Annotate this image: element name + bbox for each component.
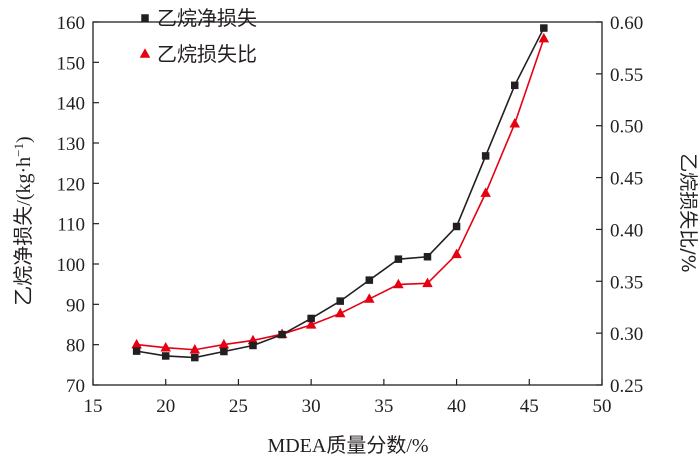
data-point xyxy=(132,347,141,355)
data-point xyxy=(423,252,432,261)
y-tick-label: 140 xyxy=(57,94,86,115)
data-point xyxy=(336,297,344,305)
y2-tick-label: 0.55 xyxy=(610,65,643,86)
legend-label: 乙烷损失比 xyxy=(157,42,257,66)
y-axis-title-close: ) xyxy=(13,136,35,143)
data-point xyxy=(131,338,142,349)
x-tick-label: 15 xyxy=(84,396,103,417)
axes xyxy=(92,21,603,386)
data-point xyxy=(364,293,375,303)
y-axis-title-main: 乙烷净损失/(kg·h xyxy=(12,157,35,306)
data-point xyxy=(160,341,171,352)
data-point xyxy=(334,307,346,318)
y-tick-label: 90 xyxy=(66,295,85,316)
x-axis-title: MDEA质量分数/% xyxy=(267,434,428,457)
legend-label: 乙烷净损失 xyxy=(157,6,257,30)
data-point xyxy=(540,24,548,32)
data-point xyxy=(191,353,199,362)
data-point xyxy=(480,187,491,197)
y-tick-label: 110 xyxy=(57,215,85,236)
y2-axis-title: 乙烷损失比/% xyxy=(677,153,699,272)
y2-tick-label: 0.30 xyxy=(610,324,643,345)
plot-frame xyxy=(92,21,603,386)
y2-tick-label: 0.35 xyxy=(610,272,643,293)
legend-marker xyxy=(141,14,149,22)
legend-item: 乙烷损失比 xyxy=(139,42,257,66)
y-tick-label: 80 xyxy=(66,336,85,357)
y2-tick-label: 0.50 xyxy=(610,117,643,138)
x-tick-label: 25 xyxy=(229,396,248,417)
y-axis-title: 乙烷净损失/(kg·h−1) xyxy=(11,136,35,305)
data-point xyxy=(307,314,315,323)
data-point xyxy=(278,330,286,339)
x-tick-label: 45 xyxy=(520,396,539,417)
y-tick-label: 130 xyxy=(57,134,86,155)
data-point xyxy=(305,319,317,329)
y-tick-label: 120 xyxy=(57,174,86,195)
data-point xyxy=(452,222,461,231)
y-tick-label: 100 xyxy=(57,255,86,276)
data-point xyxy=(394,255,403,263)
y-tick-label: 70 xyxy=(66,376,85,397)
data-point xyxy=(451,248,462,259)
data-point xyxy=(393,278,404,289)
y-tick-label: 150 xyxy=(57,53,86,74)
series-loss-ratio xyxy=(131,32,550,354)
y-axis-title-sup: −1 xyxy=(11,143,26,157)
data-point xyxy=(249,341,257,350)
y2-tick-label: 0.25 xyxy=(610,376,643,397)
x-tick-label: 20 xyxy=(156,396,175,417)
y2-tick-label: 0.60 xyxy=(610,13,643,34)
data-point xyxy=(161,352,170,360)
y-tick-label: 160 xyxy=(57,13,86,34)
legend-marker xyxy=(139,48,151,58)
y2-tick-label: 0.45 xyxy=(610,169,643,190)
x-tick-label: 35 xyxy=(374,396,393,417)
legend-item: 乙烷净损失 xyxy=(141,6,257,30)
series-net-loss xyxy=(132,24,548,362)
x-tick-label: 50 xyxy=(593,396,612,417)
data-point xyxy=(220,347,228,356)
x-tick-label: 40 xyxy=(447,396,466,417)
data-point xyxy=(538,32,550,43)
data-point xyxy=(189,344,201,354)
plot-series xyxy=(131,24,550,362)
y2-tick-label: 0.40 xyxy=(610,220,643,241)
x-tick-label: 30 xyxy=(302,396,321,417)
data-point xyxy=(509,117,520,128)
data-point xyxy=(422,277,433,288)
data-point xyxy=(365,276,374,284)
data-point xyxy=(510,81,519,90)
tick-marks xyxy=(92,21,603,386)
data-point xyxy=(218,338,230,349)
tick-labels: 15 20 25 30 35 40 45 50 70 80 90 100 110 120 130 140 150… xyxy=(57,13,644,417)
data-point xyxy=(481,152,490,160)
